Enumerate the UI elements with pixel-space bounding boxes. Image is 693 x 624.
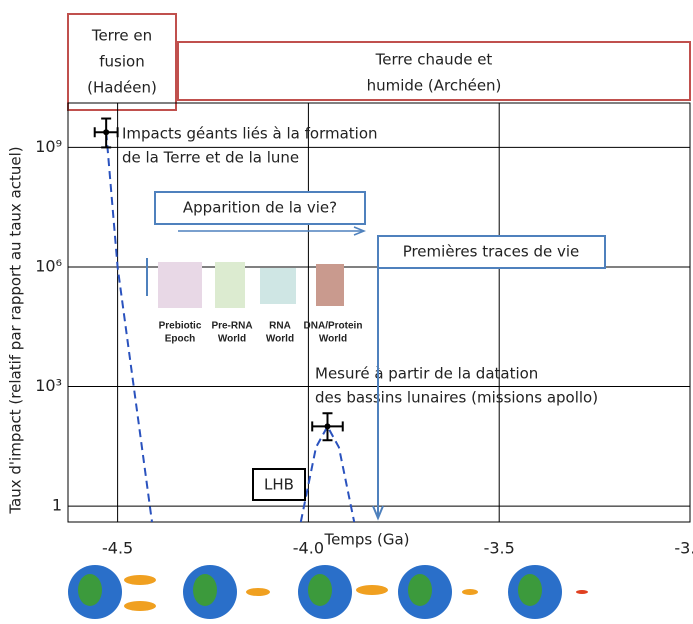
stage-label: Epoch	[165, 334, 196, 345]
y-tick-label: 10⁹	[35, 137, 62, 156]
meteor	[576, 590, 588, 594]
annotation-box	[377, 235, 606, 269]
stage-label: Pre-RNA	[211, 321, 252, 332]
earth-icon	[193, 574, 217, 606]
x-axis-label: Temps (Ga)	[323, 531, 409, 549]
stage-image	[316, 264, 344, 306]
y-tick-label: 10³	[35, 376, 62, 395]
plot-area: -4.5 -4.0 -3.5 -3.0 1 10³ 10⁶ 10⁹	[35, 102, 693, 558]
data-point	[103, 129, 110, 136]
annotation: Apparition de la vie?	[183, 199, 337, 217]
meteor	[356, 585, 388, 595]
annotation: LHB	[264, 476, 294, 494]
earth-icon	[408, 574, 432, 606]
stage-label: DNA/Protein	[304, 321, 363, 332]
earth-icons	[68, 565, 588, 619]
stage-image	[158, 262, 202, 308]
annotation: des bassins lunaires (missions apollo)	[315, 389, 598, 407]
x-tick-label: -4.5	[102, 539, 133, 558]
period-label: Terre chaude et	[375, 51, 493, 69]
earth-icon	[308, 574, 332, 606]
period-label: humide (Archéen)	[367, 77, 502, 95]
meteor	[462, 589, 478, 595]
x-tick-label: -4.0	[293, 539, 324, 558]
data-point	[324, 423, 331, 430]
period-label: Terre en	[91, 27, 152, 45]
annotation: Premières traces de vie	[403, 243, 580, 261]
y-tick-label: 10⁶	[35, 256, 62, 275]
period-label: fusion	[99, 53, 144, 71]
annotation-box	[154, 191, 366, 225]
annotation: Impacts géants liés à la formation	[122, 125, 378, 143]
model-curve	[105, 132, 153, 522]
stage-label: World	[218, 334, 246, 345]
x-tick-label: -3.5	[484, 539, 515, 558]
meteor	[246, 588, 270, 596]
y-axis-label: Taux d'impact (relatif par rapport au ta…	[7, 146, 25, 514]
model-curve	[299, 424, 356, 522]
annotation: Mesuré à partir de la datation	[315, 365, 538, 383]
earth-icon	[518, 574, 542, 606]
stage-image	[215, 262, 245, 308]
meteor	[124, 601, 156, 611]
lhb-box	[252, 468, 306, 501]
stage-label: RNA	[269, 321, 291, 332]
meteor	[124, 575, 156, 585]
period-label: (Hadéen)	[87, 79, 157, 97]
period-box	[177, 41, 691, 101]
stage-label: World	[266, 334, 294, 345]
period-box	[67, 13, 177, 111]
arrow-head	[353, 226, 367, 236]
x-tick-label: -3.0	[674, 539, 693, 558]
stage-image	[260, 268, 296, 304]
stage-images	[158, 262, 344, 308]
earth-icon	[78, 574, 102, 606]
annotation: de la Terre et de la lune	[122, 149, 299, 167]
stage-label: World	[319, 334, 347, 345]
stage-label: Prebiotic	[159, 321, 202, 332]
y-tick-label: 1	[52, 496, 62, 515]
arrow-head	[372, 505, 384, 521]
